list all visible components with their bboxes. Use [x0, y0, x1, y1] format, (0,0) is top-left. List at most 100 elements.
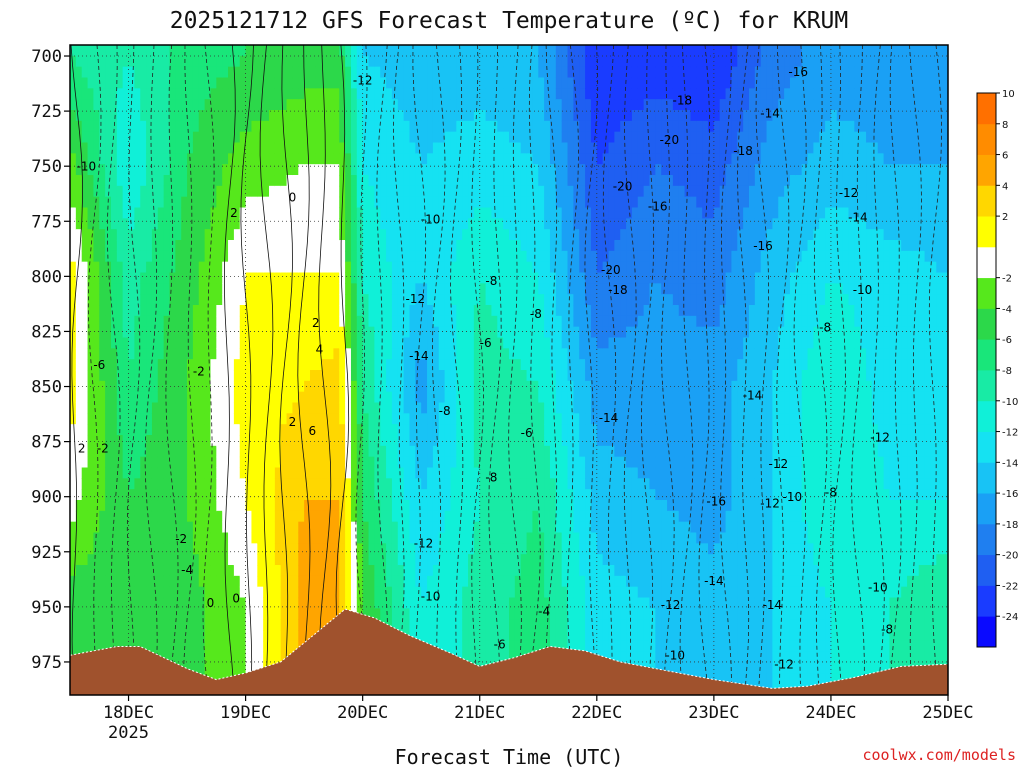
field-cell — [421, 305, 428, 317]
field-cell — [432, 55, 440, 68]
field-cell — [491, 120, 498, 133]
field-cell — [75, 207, 83, 219]
field-cell — [70, 99, 77, 111]
field-cell — [468, 207, 475, 219]
field-cell — [526, 294, 534, 306]
field-cell — [350, 175, 358, 187]
field-cell — [321, 456, 329, 469]
field-cell — [368, 554, 375, 566]
field-cell — [140, 554, 147, 566]
field-cell — [350, 153, 358, 165]
field-cell — [438, 120, 446, 133]
field-cell — [75, 348, 83, 360]
field-cell — [140, 532, 147, 544]
field-cell — [544, 630, 551, 642]
field-cell — [397, 294, 405, 306]
field-cell — [87, 543, 95, 555]
field-cell — [163, 175, 171, 187]
field-cell — [491, 597, 498, 609]
field-cell — [532, 586, 539, 599]
field-cell — [286, 359, 294, 371]
field-cell — [473, 250, 481, 263]
field-cell — [374, 218, 381, 230]
field-cell — [286, 435, 294, 447]
field-cell — [292, 294, 299, 306]
field-cell — [157, 445, 165, 458]
field-cell — [468, 619, 475, 631]
field-cell — [479, 532, 487, 544]
field-cell — [245, 218, 253, 230]
field-cell — [538, 456, 545, 469]
field-cell — [187, 185, 194, 198]
field-cell — [549, 445, 557, 458]
field-cell — [280, 575, 288, 588]
field-cell — [491, 77, 498, 89]
field-cell — [509, 413, 516, 425]
field-cell — [105, 532, 112, 544]
field-cell — [151, 575, 159, 588]
field-cell — [532, 229, 539, 241]
field-cell — [468, 402, 475, 414]
field-cell — [356, 131, 364, 144]
field-cell — [110, 348, 118, 360]
field-cell — [409, 391, 416, 404]
field-cell — [468, 478, 475, 490]
field-cell — [257, 456, 264, 469]
field-cell — [187, 500, 194, 512]
field-cell — [128, 380, 135, 393]
field-cell — [468, 88, 475, 100]
field-cell — [134, 359, 141, 371]
field-cell — [151, 359, 159, 371]
field-cell — [286, 391, 294, 404]
field-cell — [509, 640, 516, 653]
field-cell — [192, 315, 200, 328]
field-cell — [245, 240, 253, 252]
field-cell — [192, 348, 200, 360]
field-cell — [210, 120, 217, 133]
field-cell — [409, 413, 416, 425]
field-cell — [175, 619, 182, 631]
field-cell — [468, 272, 475, 284]
field-cell — [356, 543, 364, 555]
field-cell — [415, 283, 422, 295]
field-cell — [555, 196, 563, 209]
field-cell — [140, 164, 147, 176]
field-cell — [356, 370, 364, 382]
field-cell — [140, 55, 147, 68]
field-cell — [520, 619, 528, 631]
field-cell — [233, 272, 241, 284]
field-cell — [274, 489, 282, 501]
field-cell — [110, 240, 118, 252]
field-cell — [198, 478, 206, 490]
field-cell — [99, 630, 106, 642]
field-cell — [491, 575, 498, 588]
field-cell — [485, 456, 493, 469]
field-cell — [374, 565, 381, 577]
field-cell — [362, 467, 370, 479]
field-cell — [70, 424, 77, 436]
field-cell — [204, 510, 212, 523]
field-cell — [520, 640, 528, 653]
field-cell — [391, 445, 399, 458]
field-cell — [526, 413, 534, 425]
field-cell — [105, 175, 112, 187]
field-cell — [257, 489, 264, 501]
field-cell — [87, 55, 95, 68]
field-cell — [87, 99, 95, 111]
field-cell — [81, 240, 89, 252]
field-cell — [228, 294, 235, 306]
field-cell — [228, 532, 235, 544]
field-cell — [169, 142, 176, 154]
field-cell — [128, 597, 135, 609]
field-cell — [198, 575, 206, 588]
field-cell — [491, 586, 498, 599]
field-cell — [140, 413, 147, 425]
field-cell — [105, 565, 112, 577]
field-cell — [462, 630, 469, 642]
field-cell — [327, 391, 334, 404]
field-cell — [228, 326, 235, 339]
field-cell — [280, 586, 288, 599]
field-cell — [315, 99, 323, 111]
field-cell — [427, 370, 434, 382]
field-cell — [509, 489, 516, 501]
